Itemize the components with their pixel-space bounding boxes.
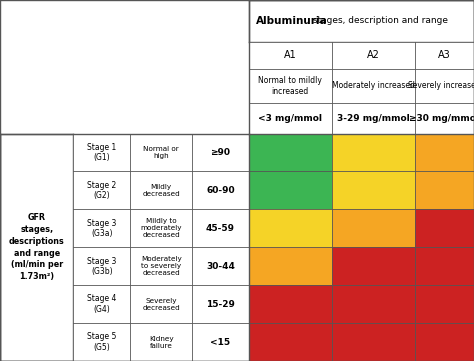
Text: Albuminuria: Albuminuria: [255, 16, 327, 26]
Text: Severely
decreased: Severely decreased: [142, 297, 180, 311]
Text: 45-59: 45-59: [206, 224, 235, 233]
Text: Kidney
failure: Kidney failure: [149, 335, 173, 349]
Text: 3-29 mg/mmol: 3-29 mg/mmol: [337, 114, 410, 123]
Text: Normal or
high: Normal or high: [143, 146, 179, 159]
Text: ≥30 mg/mmol: ≥30 mg/mmol: [410, 114, 474, 123]
Text: Severely increased: Severely increased: [408, 81, 474, 90]
Text: Stage 2
(G2): Stage 2 (G2): [87, 181, 117, 200]
Text: <15: <15: [210, 338, 230, 347]
Text: GFR
stages,
descriptions
and range
(ml/min per
1.73m²): GFR stages, descriptions and range (ml/m…: [9, 213, 64, 281]
Text: 60-90: 60-90: [206, 186, 235, 195]
Text: Moderately increased: Moderately increased: [332, 81, 415, 90]
Text: Stage 3
(G3a): Stage 3 (G3a): [87, 219, 117, 238]
Text: A1: A1: [284, 50, 297, 60]
Text: Stage 4
(G4): Stage 4 (G4): [87, 295, 117, 314]
Text: Mildly
decreased: Mildly decreased: [142, 184, 180, 197]
Text: Normal to mildly
increased: Normal to mildly increased: [258, 76, 322, 96]
Text: 30-44: 30-44: [206, 262, 235, 271]
Text: <3 mg/mmol: <3 mg/mmol: [258, 114, 322, 123]
Text: A2: A2: [367, 50, 380, 60]
Text: Stage 3
(G3b): Stage 3 (G3b): [87, 257, 117, 276]
Text: Stage 5
(G5): Stage 5 (G5): [87, 332, 117, 352]
Text: A3: A3: [438, 50, 451, 60]
Text: Mildly to
moderately
decreased: Mildly to moderately decreased: [140, 218, 182, 238]
Text: ≥90: ≥90: [210, 148, 230, 157]
Text: stages, description and range: stages, description and range: [310, 16, 447, 25]
Text: Moderately
to severely
decreased: Moderately to severely decreased: [141, 256, 182, 276]
Text: Stage 1
(G1): Stage 1 (G1): [87, 143, 117, 162]
Text: 15-29: 15-29: [206, 300, 235, 309]
